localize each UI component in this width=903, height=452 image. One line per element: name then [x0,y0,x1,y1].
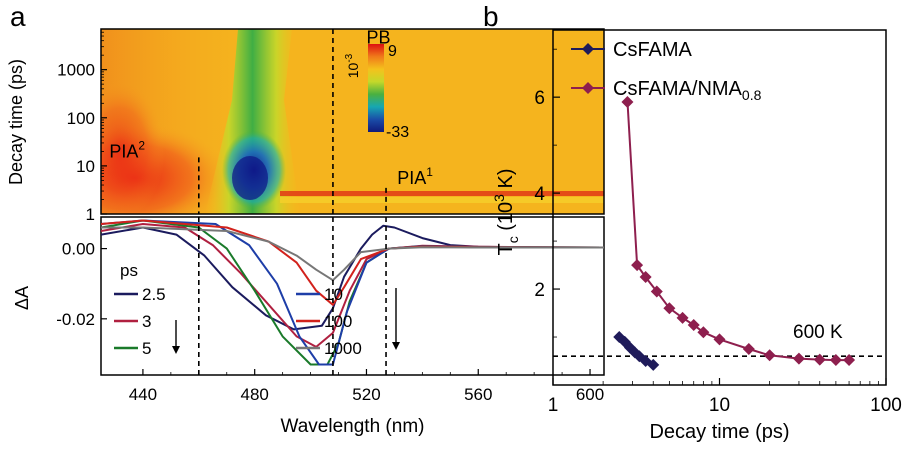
heatmap-annotation: PIA2 [109,138,145,161]
spectra-x-tick-label: 600 [576,385,604,404]
spectra-x-axis-label: Wavelength (nm) [281,416,425,437]
tc-reference-line: 600 K [553,322,886,358]
tc-point-series-1 [792,352,805,365]
colorbar-gradient [368,44,384,132]
tc-legend-label-name: CsFAMA [613,39,693,61]
tc-legend-label: CsFAMA [613,39,693,61]
tc-y-axis-label-sup: 3 [491,194,507,202]
tc-point-series-1 [713,333,726,346]
spectra-legend-title: ps [120,261,138,280]
colorbar-label-exponent: -3 [344,53,355,62]
tc-x-tick-label: 100 [870,395,902,416]
tc-y-axis-label-base: T [495,243,517,255]
colorbar-label: 10-3 [344,53,361,78]
heatmap-y-tick-label: 100 [67,109,95,128]
tc-point-series-1 [742,343,755,356]
spectra-x-tick-label: 480 [241,385,269,404]
heatmap-annotation: PIA1 [397,165,433,188]
tc-point-series-1 [621,95,634,108]
spectra-legend-label: 3 [142,312,151,331]
tc-y-tick-label: 4 [534,184,545,205]
heatmap-annotation-text: PIA [109,141,138,161]
spectra-y-axis-label: ΔA [12,286,32,310]
tc-y-tick-label: 2 [534,280,545,301]
panel-b-label: b [483,1,499,32]
tc-y-axis-label-sub: c [505,236,521,243]
colorbar-label-base: 10 [345,62,361,78]
colorbar-max-label: 9 [388,43,397,60]
tc-point-series-0 [647,358,660,371]
tc-panel: 600 K 1 10 100 2 4 6 Decay time (ps) Tc (103 K)… [491,29,902,443]
spectra-legend-label: 1000 [324,339,362,358]
spectra-panel: 440 480 520 560 600 0.00 -0.02 Wavelength (nm) Δ… [12,216,605,437]
heatmap-annotation-text: PB [366,27,390,47]
tc-point-series-1 [663,302,676,315]
tc-x-axis-label: Decay time (ps) [649,421,789,443]
tc-y-axis-label: Tc (103 K) [491,168,521,255]
spectra-axes: 440 480 520 560 600 0.00 -0.02 Wavelength (nm) Δ… [12,240,604,437]
heatmap-y-tick-label: 1000 [57,61,95,80]
spectra-legend-label: 100 [324,312,352,331]
heatmap-annotation-sup: 2 [138,138,145,152]
heatmap-axes: 1 10 100 1000 Decay time (ps) [6,28,107,224]
heatmap-annotation-sup: 1 [426,165,433,179]
tc-point-series-1 [639,271,652,284]
panel-a-label: a [10,1,26,32]
tc-legend-label: CsFAMA/NMA0.8 [613,78,762,103]
spectra-legend-label: 5 [142,339,151,358]
tc-axes: 1 10 100 2 4 6 Decay time (ps) Tc (103 K) [491,48,902,443]
heatmap-y-axis-label: Decay time (ps) [6,59,26,185]
heatmap-annotation-text: PIA [397,168,426,188]
tc-y-axis-label-end: K) [495,168,517,194]
tc-legend-marker [582,82,594,94]
heatmap-y-tick-label: 1 [86,205,95,224]
spectra-y-tick-label: 0.00 [62,240,95,259]
tc-x-tick-label: 1 [548,395,559,416]
tc-point-series-1 [843,354,856,367]
heatmap-y-tick-label: 10 [76,157,95,176]
heatmap-annotation: PB [366,27,390,47]
spectra-y-tick-label: -0.02 [56,310,95,329]
reference-line-label: 600 K [793,322,843,343]
heatmap-yellow-streak [280,197,604,203]
heatmap-dashed-lines [198,29,387,214]
tc-y-axis-label-rest: (10 [495,202,517,236]
spectra-arrows [172,288,400,354]
tc-point-series-1 [763,349,776,362]
spectra-x-tick-label: 520 [352,385,380,404]
tc-point-series-1 [697,326,710,339]
spectra-legend-label: 10 [324,285,343,304]
spectra-legend-label: 2.5 [142,285,166,304]
tc-series [613,95,856,371]
tc-legend: CsFAMA CsFAMA/NMA0.8 [571,39,762,103]
heatmap-frame [100,28,605,215]
heatmap-red-region-2 [101,80,165,214]
tc-y-tick-label: 6 [534,88,545,109]
colorbar-min-label: -33 [386,124,409,141]
heatmap-red-streak [280,191,604,196]
tc-point-series-1 [813,353,826,366]
tc-x-tick-label: 10 [709,395,730,416]
tc-point-series-1 [650,285,663,298]
spectra-legend: ps2.5 3 5 10 100 1000 [114,261,362,358]
spectra-x-tick-label: 560 [464,385,492,404]
tc-point-series-1 [676,311,689,324]
tc-legend-label-sub: 0.8 [742,87,762,103]
down-arrow-head [392,342,400,350]
spectrum-line-2.5 [101,224,604,331]
tc-point-series-1 [829,354,842,367]
spectra-x-tick-label: 440 [129,385,157,404]
tc-point-series-1 [631,259,644,272]
heatmap-field [101,29,604,214]
spectra-frame [100,216,605,376]
tc-point-series-1 [687,319,700,332]
tc-legend-label-name: CsFAMA/NMA [613,78,743,100]
down-arrow-head [172,346,180,354]
heatmap-blue-core [232,156,268,200]
colorbar: 9 -33 10-3 [344,43,409,141]
tc-legend-marker [582,43,594,55]
